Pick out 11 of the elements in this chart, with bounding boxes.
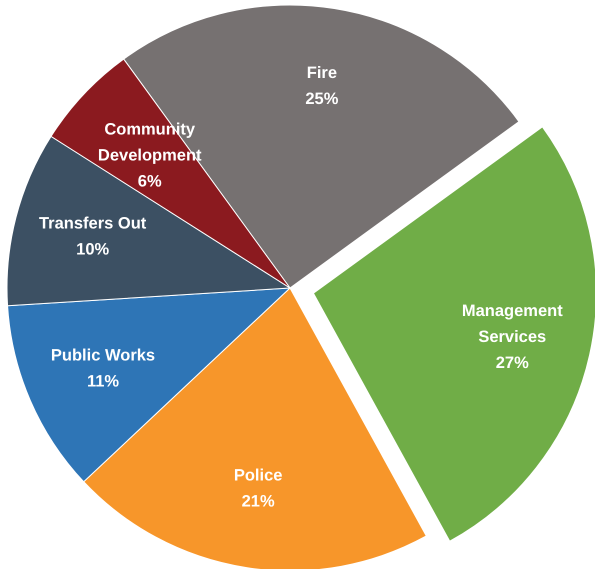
slice-label: Management Services	[462, 302, 564, 346]
slice-label: Fire	[306, 64, 338, 82]
data-label: 10%	[76, 240, 110, 259]
slice-label: Police	[234, 466, 282, 485]
data-label: 6%	[138, 172, 162, 191]
data-label: 21%	[242, 492, 275, 511]
data-label: 11%	[86, 372, 120, 390]
data-label: 27%	[496, 354, 530, 372]
slice-label: Transfers Out	[38, 214, 147, 233]
slice-label: Public Works	[50, 346, 156, 364]
data-label: 25%	[305, 90, 339, 108]
